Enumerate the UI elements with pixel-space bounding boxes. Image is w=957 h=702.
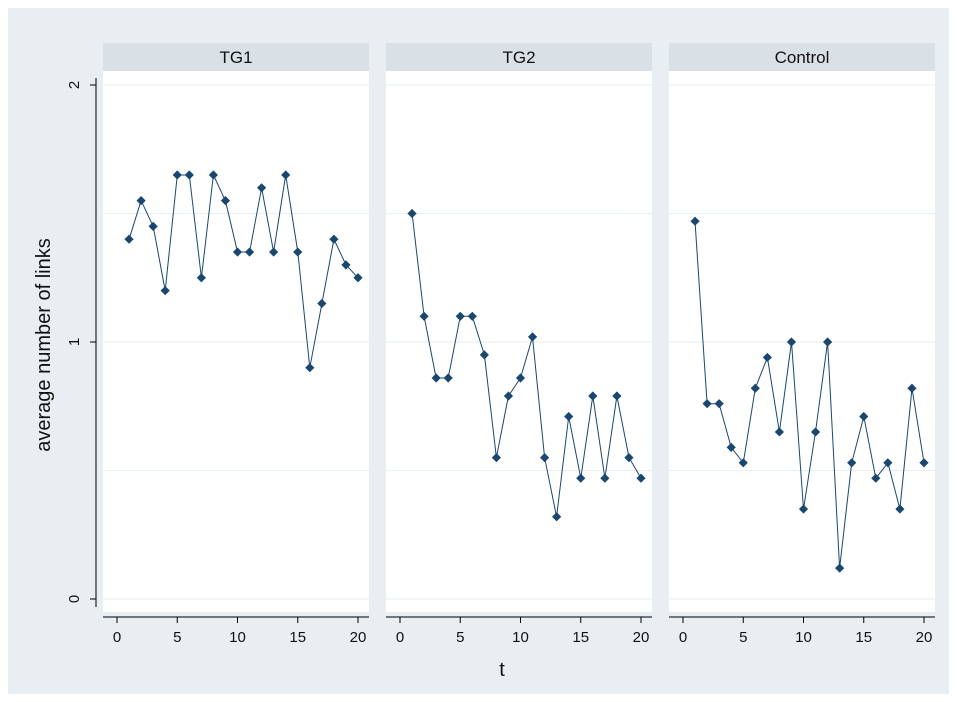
data-point	[798, 504, 809, 514]
data-point	[540, 453, 550, 463]
panel-header	[386, 43, 652, 71]
data-point	[467, 311, 477, 321]
data-point	[690, 216, 700, 226]
panel-title: Control	[775, 48, 830, 67]
data-point	[515, 373, 526, 383]
data-point	[702, 399, 712, 409]
x-tick-label: 15	[572, 629, 589, 646]
x-tick-label: 15	[289, 629, 306, 646]
data-point	[293, 247, 303, 257]
panel-tg1: TG1	[103, 43, 369, 612]
data-point	[353, 273, 363, 283]
data-point	[847, 458, 857, 468]
data-point	[431, 373, 441, 383]
panel-header	[669, 43, 935, 71]
x-tick-label: 5	[173, 629, 181, 646]
data-point	[172, 170, 182, 180]
data-point	[859, 411, 869, 422]
data-point	[883, 458, 893, 468]
data-point	[329, 234, 339, 244]
data-point	[774, 427, 784, 437]
x-tick-label: 20	[633, 629, 650, 646]
data-point	[636, 473, 646, 483]
x-tick-label: 5	[739, 629, 747, 646]
data-point	[232, 247, 243, 257]
data-point	[600, 473, 610, 483]
data-point	[281, 170, 291, 180]
data-point	[527, 332, 538, 342]
y-tick-label-2: 2	[66, 81, 83, 89]
data-point	[491, 453, 501, 463]
panel-title: TG1	[219, 48, 252, 67]
x-tick-label: 20	[350, 629, 367, 646]
data-point	[552, 512, 562, 522]
data-point	[479, 350, 489, 360]
data-point	[576, 473, 586, 483]
y-tick-label-1: 1	[66, 338, 83, 346]
panel-title: TG2	[502, 48, 535, 67]
data-point	[208, 170, 218, 180]
data-point	[257, 183, 267, 193]
panel-header	[103, 43, 369, 71]
x-tick-label: 0	[113, 629, 121, 646]
data-point	[786, 337, 797, 347]
data-point	[738, 458, 748, 468]
data-point	[871, 473, 881, 483]
x-tick-label: 0	[679, 629, 687, 646]
x-tick-label: 0	[396, 629, 404, 646]
chart-panels: TG1 TG2 Control	[103, 43, 935, 612]
data-point	[564, 411, 574, 422]
y-tick-label-0: 0	[66, 595, 83, 603]
x-tick-label: 15	[855, 629, 872, 646]
data-point	[714, 399, 724, 409]
data-point	[823, 337, 833, 347]
x-tick-label: 10	[512, 629, 529, 646]
data-point	[419, 311, 429, 321]
data-point	[835, 563, 845, 573]
data-point	[407, 208, 417, 219]
data-point	[443, 373, 453, 383]
x-tick-label: 10	[795, 629, 812, 646]
x-tick-label: 5	[456, 629, 464, 646]
data-point	[305, 363, 315, 373]
data-point	[503, 391, 514, 401]
data-point	[196, 273, 206, 283]
x-tick-label: 10	[229, 629, 246, 646]
data-point	[895, 504, 905, 514]
panel-tg2: TG2	[386, 43, 652, 612]
data-point	[124, 234, 134, 244]
series-line	[411, 213, 642, 517]
data-point	[726, 442, 736, 452]
data-point	[244, 247, 255, 257]
panel-control: Control	[669, 43, 935, 612]
data-point	[762, 352, 772, 363]
data-point	[624, 453, 634, 463]
data-point	[269, 247, 279, 257]
data-point	[341, 260, 351, 270]
x-tick-label: 20	[916, 629, 933, 646]
data-point	[588, 391, 598, 401]
data-point	[919, 458, 929, 468]
data-point	[907, 383, 917, 393]
data-point	[136, 196, 146, 206]
data-point	[750, 383, 760, 393]
data-point	[148, 221, 158, 231]
data-point	[612, 391, 622, 401]
data-point	[184, 170, 194, 180]
data-point	[220, 196, 231, 206]
data-point	[160, 286, 170, 296]
data-point	[317, 298, 327, 309]
x-axis-title: t	[499, 659, 505, 681]
data-point	[455, 311, 465, 321]
y-axis-title: average number of links	[33, 238, 55, 451]
series-line	[128, 173, 359, 368]
data-point	[810, 427, 821, 437]
